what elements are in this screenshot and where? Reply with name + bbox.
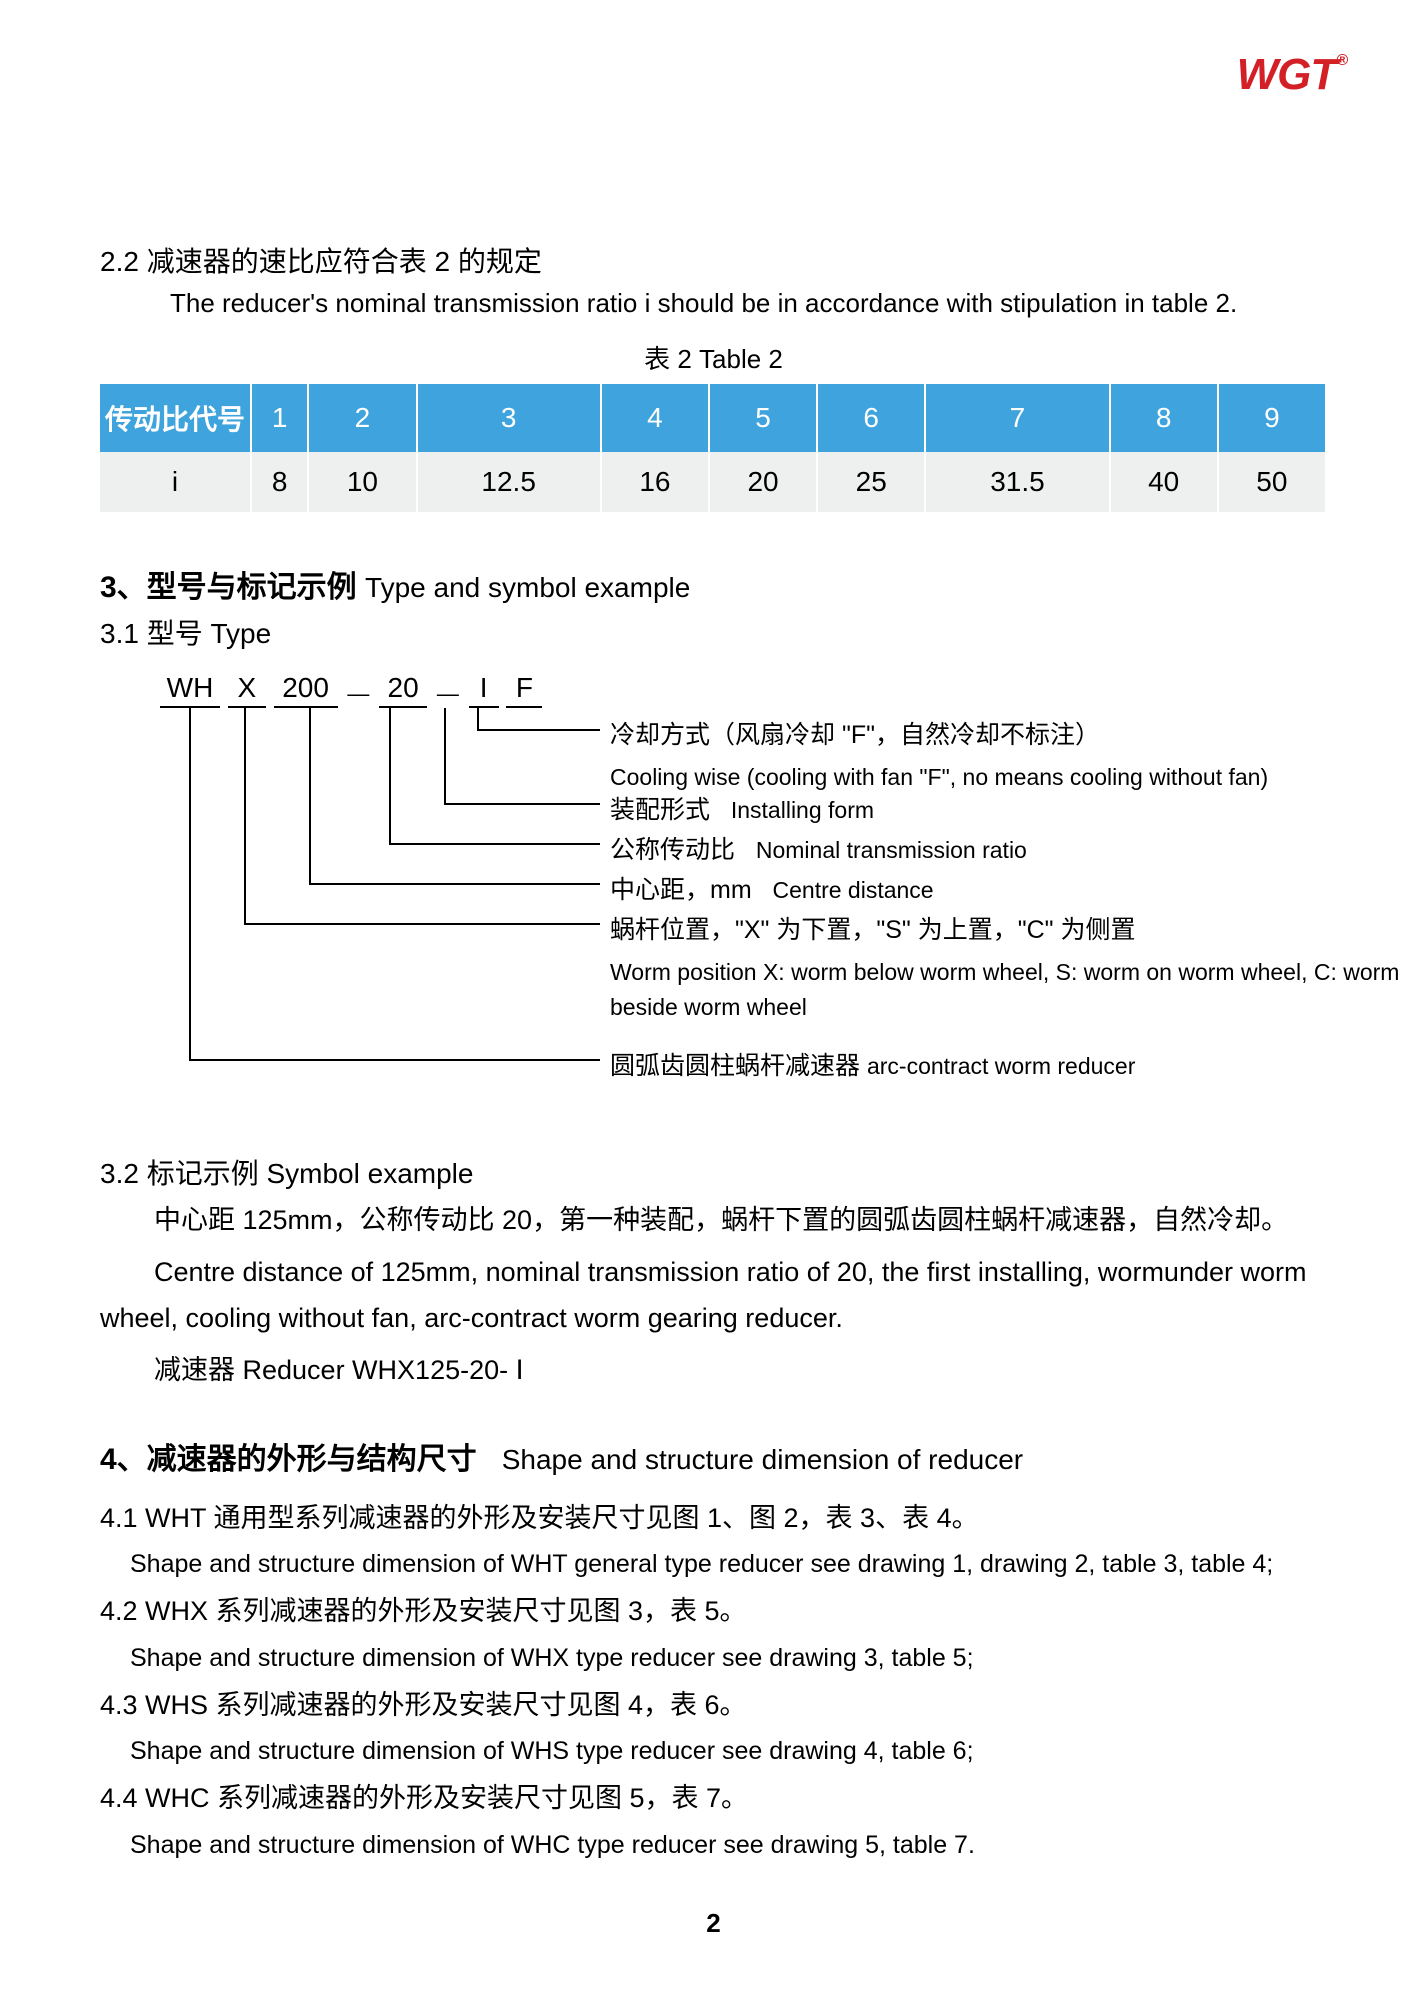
- label-reducer: 圆弧齿圆柱蜗杆减速器 arc-contract worm reducer: [610, 1048, 1410, 1086]
- label-ratio-en: Nominal transmission ratio: [756, 837, 1027, 863]
- section-4-title: 4、减速器的外形与结构尺寸 Shape and structure dimens…: [100, 1434, 1327, 1478]
- item-4-2-cn: 4.2 WHX 系列减速器的外形及安装尺寸见图 3，表 5。: [100, 1587, 1327, 1636]
- table-2-v5: 20: [709, 452, 817, 512]
- label-ratio-cn: 公称传动比: [610, 836, 735, 864]
- table-2-h1: 1: [251, 384, 308, 452]
- item-4-2-en: Shape and structure dimension of WHX typ…: [130, 1636, 1327, 1681]
- table-2-h2: 2: [308, 384, 416, 452]
- section-3-2-en: Centre distance of 125mm, nominal transm…: [100, 1250, 1327, 1342]
- table-2-v3: 12.5: [417, 452, 601, 512]
- label-cooling-en: Cooling wise (cooling with fan "F", no m…: [610, 760, 1410, 795]
- table-2-v7: 31.5: [925, 452, 1109, 512]
- table-2-h7: 7: [925, 384, 1109, 452]
- label-worm-en: Worm position X: worm below worm wheel, …: [610, 955, 1410, 1024]
- section-4-title-cn: 4、减速器的外形与结构尺寸: [100, 1443, 477, 1476]
- item-4-1-cn: 4.1 WHT 通用型系列减速器的外形及安装尺寸见图 1、图 2，表 3、表 4…: [100, 1494, 1327, 1543]
- table-2: 传动比代号 1 2 3 4 5 6 7 8 9 i 8 10 12.5 16 2…: [100, 384, 1327, 512]
- logo-mark: ®: [1336, 52, 1347, 69]
- item-4-3-en: Shape and structure dimension of WHS typ…: [130, 1729, 1327, 1774]
- section-3-2-title: 3.2 标记示例 Symbol example: [100, 1152, 1327, 1192]
- item-4-1-en: Shape and structure dimension of WHT gen…: [130, 1542, 1327, 1587]
- section-4-items: 4.1 WHT 通用型系列减速器的外形及安装尺寸见图 1、图 2，表 3、表 4…: [100, 1494, 1327, 1868]
- table-2-header-row: 传动比代号 1 2 3 4 5 6 7 8 9: [100, 384, 1326, 452]
- section-3-title-cn: 3、型号与标记示例: [100, 571, 357, 604]
- label-reducer-en: arc-contract worm reducer: [867, 1053, 1135, 1079]
- table-2-v8: 40: [1110, 452, 1218, 512]
- table-2-v2: 10: [308, 452, 416, 512]
- label-centre: 中心距，mm Centre distance: [610, 872, 1410, 910]
- table-2-v4: 16: [601, 452, 709, 512]
- section-3-2-cn: 中心距 125mm，公称传动比 20，第一种装配，蜗杆下置的圆弧齿圆柱蜗杆减速器…: [100, 1198, 1327, 1244]
- page-number: 2: [0, 1908, 1427, 1939]
- label-cooling-cn: 冷却方式（风扇冷却 "F"，自然冷却不标注）: [610, 717, 1410, 755]
- item-4-4-cn: 4.4 WHC 系列减速器的外形及安装尺寸见图 5，表 7。: [100, 1774, 1327, 1823]
- table-2-v1: 8: [251, 452, 308, 512]
- section-3-title: 3、型号与标记示例 Type and symbol example: [100, 562, 1327, 606]
- table-2-h5: 5: [709, 384, 817, 452]
- table-2-h8: 8: [1110, 384, 1218, 452]
- table-2-value-row: i 8 10 12.5 16 20 25 31.5 40 50: [100, 452, 1326, 512]
- label-centre-en: Centre distance: [773, 877, 934, 903]
- section-2-2-title: 2.2 减速器的速比应符合表 2 的规定: [100, 240, 1327, 280]
- item-4-3-cn: 4.3 WHS 系列减速器的外形及安装尺寸见图 4，表 6。: [100, 1681, 1327, 1730]
- label-installing: 装配形式 Installing form: [610, 792, 1410, 830]
- label-centre-cn: 中心距，mm: [610, 876, 752, 904]
- section-4-title-en: Shape and structure dimension of reducer: [502, 1444, 1023, 1475]
- table-2-v9: 50: [1218, 452, 1326, 512]
- label-worm-cn: 蜗杆位置，"X" 为下置，"S" 为上置，"C" 为侧置: [610, 912, 1410, 950]
- table-2-h6: 6: [817, 384, 925, 452]
- page-container: WGT® 2.2 减速器的速比应符合表 2 的规定 The reducer's …: [0, 0, 1427, 1999]
- item-4-4-en: Shape and structure dimension of WHC typ…: [130, 1823, 1327, 1868]
- label-ratio: 公称传动比 Nominal transmission ratio: [610, 832, 1410, 870]
- label-installing-cn: 装配形式: [610, 796, 710, 824]
- table-2-caption: 表 2 Table 2: [100, 339, 1327, 376]
- section-3-2-result: 减速器 Reducer WHX125-20- Ⅰ: [100, 1348, 1327, 1394]
- label-installing-en: Installing form: [731, 797, 874, 823]
- table-2-h4: 4: [601, 384, 709, 452]
- section-3-1-title: 3.1 型号 Type: [100, 612, 1327, 652]
- type-code-diagram: WH X 200 — 20 — I F: [160, 672, 1327, 1092]
- logo-text: WGT: [1237, 50, 1337, 99]
- label-reducer-cn: 圆弧齿圆柱蜗杆减速器: [610, 1052, 860, 1080]
- table-2-h3: 3: [417, 384, 601, 452]
- section-2-2-subtitle-en: The reducer's nominal transmission ratio…: [170, 288, 1327, 319]
- table-2-header-label: 传动比代号: [100, 384, 251, 452]
- section-3-title-en: Type and symbol example: [365, 572, 690, 603]
- brand-logo: WGT®: [1237, 50, 1347, 100]
- table-2-v6: 25: [817, 452, 925, 512]
- table-2-h9: 9: [1218, 384, 1326, 452]
- table-2-row-label: i: [100, 452, 251, 512]
- content-area: 2.2 减速器的速比应符合表 2 的规定 The reducer's nomin…: [100, 40, 1327, 1868]
